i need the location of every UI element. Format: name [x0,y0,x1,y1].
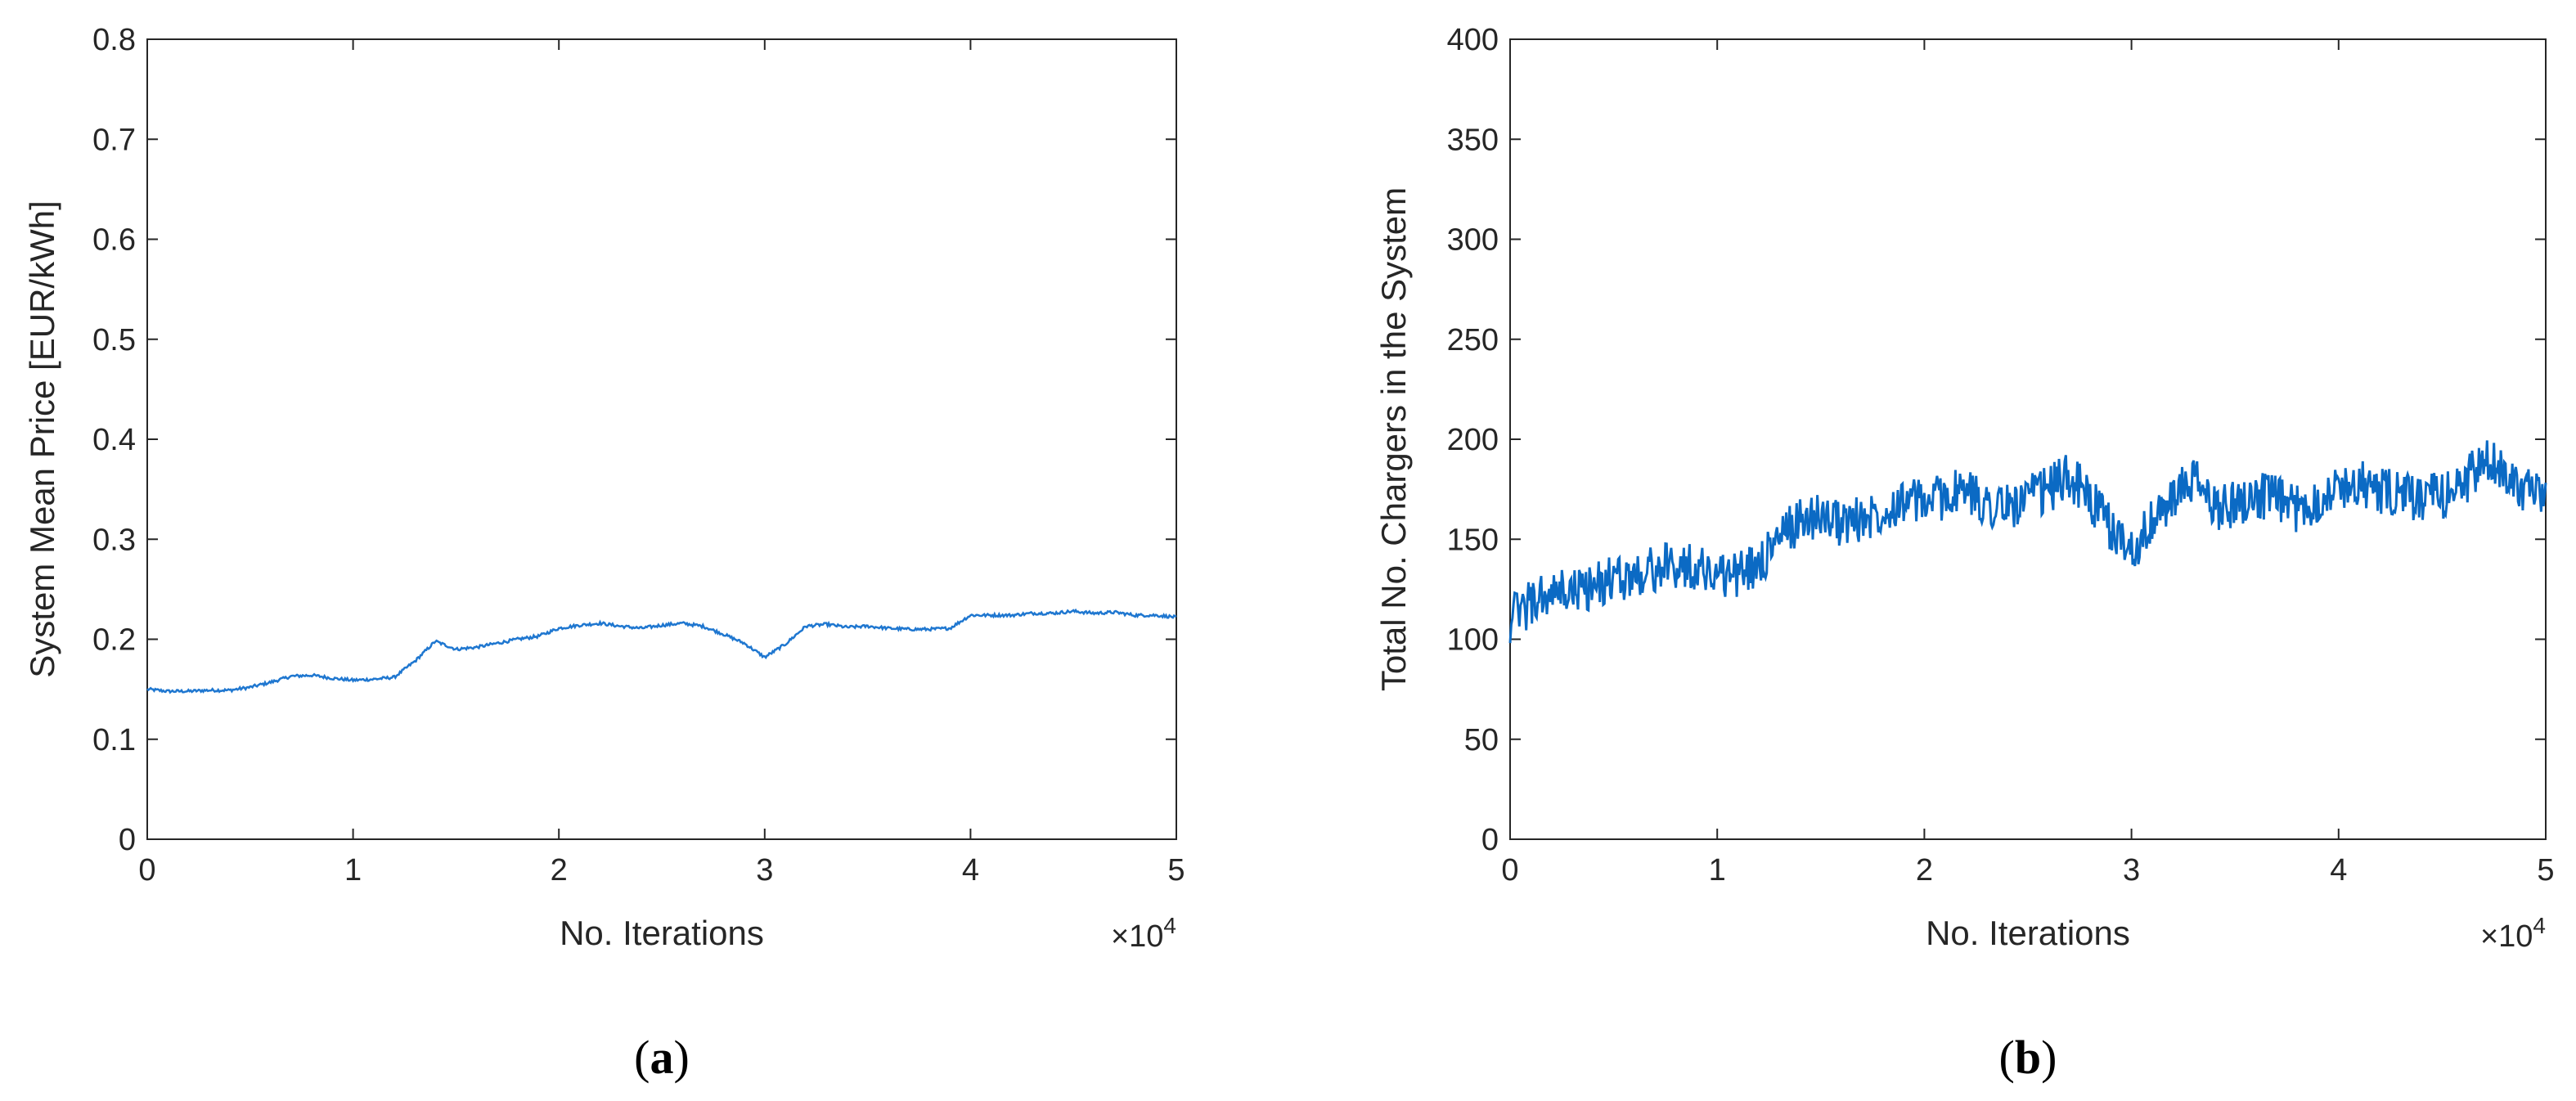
y-tick-label-b: 100 [1447,623,1499,658]
y-tick-label-b: 300 [1447,223,1499,258]
x-tick-label-a: 3 [756,853,773,888]
x-ticks-b: 0 1 2 3 4 5 [1501,39,2555,888]
y-tick-label-a: 0.4 [92,423,136,457]
y-tick-label-b: 250 [1447,323,1499,357]
x-tick-label-b: 0 [1501,853,1518,888]
y-axis-label-b: Total No. Chargers in the System [1374,187,1413,691]
y-tick-label-a: 0.2 [92,623,136,658]
x-tick-label-b: 2 [1916,853,1933,888]
x-axis-label-b: No. Iterations [1926,914,2130,952]
x-tick-label-a: 1 [344,853,362,888]
y-tick-label-a: 0.5 [92,323,136,357]
x-multiplier-a: ×104 [1111,913,1176,954]
plot-area-a [146,38,1177,840]
x-tick-label-a: 4 [962,853,979,888]
chart-panel-b: 0 50 100 150 200 250 300 350 400 0 1 2 3 4 5 No. Iter… [1374,23,2555,1084]
y-tick-label-a: 0.6 [92,223,136,258]
y-ticks-a: 0 0.1 0.2 0.3 0.4 0.5 0.6 0.7 0.8 [92,23,1176,857]
y-tick-label-b: 200 [1447,423,1499,457]
x-tick-label-a: 2 [551,853,568,888]
y-tick-label-b: 150 [1447,523,1499,557]
series-line-b [1508,440,2547,644]
y-tick-label-a: 0.8 [92,23,136,57]
caption-a: (a) [634,1031,690,1084]
y-tick-label-b: 350 [1447,123,1499,157]
x-multiplier-b: ×104 [2480,913,2546,954]
x-tick-label-b: 3 [2123,853,2140,888]
y-tick-label-a: 0.1 [92,723,136,757]
x-tick-label-b: 5 [2537,853,2554,888]
caption-b: (b) [1999,1031,2057,1084]
y-tick-label-a: 0.7 [92,123,136,157]
x-tick-label-a: 5 [1167,853,1185,888]
chart-panel-a: 0 0.1 0.2 0.3 0.4 0.5 0.6 0.7 0.8 0 1 2 3 4 5 No. Ite… [23,23,1185,1084]
y-tick-label-b: 0 [1481,823,1499,857]
x-axis-label-a: No. Iterations [560,914,764,952]
y-tick-label-b: 50 [1464,723,1499,757]
y-tick-label-b: 400 [1447,23,1499,57]
x-tick-label-b: 1 [1709,853,1726,888]
x-ticks-a: 0 1 2 3 4 5 [138,39,1185,888]
x-tick-label-b: 4 [2330,853,2347,888]
plot-area-b [1509,38,2547,840]
y-tick-label-a: 0 [119,823,136,857]
y-tick-label-a: 0.3 [92,523,136,557]
y-ticks-b: 0 50 100 150 200 250 300 350 400 [1447,23,2546,857]
y-axis-label-a: System Mean Price [EUR/kWh] [23,200,61,677]
x-tick-label-a: 0 [138,853,155,888]
series-line-a [146,608,1177,694]
